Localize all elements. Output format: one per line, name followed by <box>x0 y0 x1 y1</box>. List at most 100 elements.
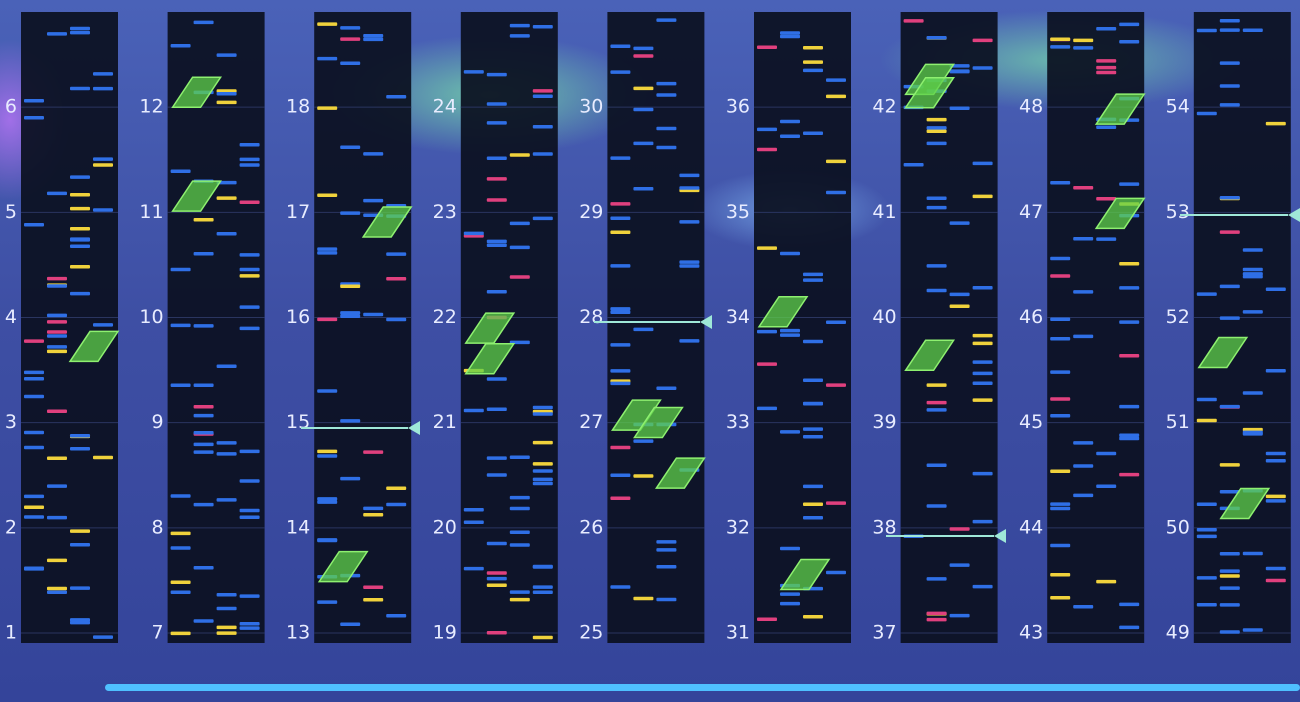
note <box>780 134 800 138</box>
note <box>826 159 846 164</box>
note <box>610 369 631 373</box>
note <box>1196 292 1217 296</box>
note <box>486 121 507 125</box>
measure-number: 40 <box>872 306 896 328</box>
slide-note <box>317 550 369 583</box>
note <box>1219 586 1240 590</box>
note <box>780 430 800 434</box>
position-marker-head <box>408 421 420 435</box>
note <box>949 64 970 68</box>
note <box>1219 316 1240 320</box>
note <box>656 548 677 552</box>
note <box>70 446 90 451</box>
note <box>47 191 67 196</box>
note <box>1096 59 1117 63</box>
note <box>1096 125 1117 129</box>
note <box>949 613 970 618</box>
note <box>532 94 553 98</box>
measure-number: 43 <box>1019 622 1043 644</box>
measure-number: 15 <box>286 411 310 433</box>
note <box>239 594 260 598</box>
note <box>949 527 970 531</box>
note <box>216 196 237 200</box>
measure-column: 37 38 39 40 41 42 <box>872 12 998 644</box>
measure-number: 5 <box>5 201 17 223</box>
note <box>24 370 44 375</box>
note <box>1050 256 1071 261</box>
note <box>1219 84 1240 88</box>
note <box>340 145 361 150</box>
note <box>93 323 113 327</box>
measure-number: 27 <box>579 411 603 433</box>
note <box>93 455 113 460</box>
note <box>1196 397 1217 402</box>
note <box>1242 628 1263 632</box>
note <box>926 408 947 412</box>
note <box>1196 418 1217 423</box>
note <box>70 620 90 625</box>
note <box>826 78 846 82</box>
note <box>317 500 338 504</box>
note <box>1219 230 1240 234</box>
note <box>532 440 553 445</box>
note <box>1073 493 1094 498</box>
note <box>239 626 260 630</box>
position-marker-head <box>1288 208 1300 222</box>
note <box>216 180 237 185</box>
note <box>70 618 90 622</box>
note <box>486 156 507 161</box>
note <box>826 383 846 387</box>
column-background <box>607 12 705 643</box>
note <box>486 541 507 546</box>
note <box>826 570 846 575</box>
note <box>633 141 654 146</box>
note <box>486 473 507 477</box>
note <box>47 313 67 318</box>
note <box>239 515 260 519</box>
note <box>463 566 484 571</box>
note <box>24 445 44 450</box>
note <box>656 540 677 544</box>
measure-number: 46 <box>1019 306 1043 328</box>
note <box>803 60 823 64</box>
measure-number: 42 <box>872 96 896 118</box>
note <box>1219 463 1240 467</box>
note <box>610 216 631 220</box>
progress-bar <box>105 684 1300 691</box>
note <box>486 571 507 575</box>
note <box>532 585 553 589</box>
note <box>216 592 237 597</box>
note <box>972 161 993 166</box>
slide-note <box>1094 93 1146 125</box>
note <box>926 35 947 40</box>
measure-number: 47 <box>1019 201 1043 223</box>
slide-note <box>464 312 516 344</box>
note <box>1219 404 1240 409</box>
note <box>486 102 507 106</box>
note <box>239 163 260 167</box>
note <box>463 231 484 236</box>
note <box>1073 441 1094 445</box>
note <box>803 435 823 439</box>
note <box>216 91 237 96</box>
note <box>363 506 384 511</box>
note <box>1196 534 1217 539</box>
note <box>93 157 113 161</box>
note <box>317 538 338 542</box>
note <box>1265 566 1286 571</box>
note <box>193 431 214 435</box>
note <box>24 339 44 343</box>
note <box>340 311 361 315</box>
note <box>1119 625 1140 630</box>
note <box>1119 472 1140 477</box>
note <box>24 494 44 499</box>
note <box>803 615 823 619</box>
note <box>70 192 90 197</box>
note <box>317 106 338 110</box>
note <box>1050 317 1071 322</box>
position-marker-head <box>994 529 1006 543</box>
note <box>70 26 90 31</box>
note <box>972 360 993 364</box>
note <box>317 389 338 393</box>
